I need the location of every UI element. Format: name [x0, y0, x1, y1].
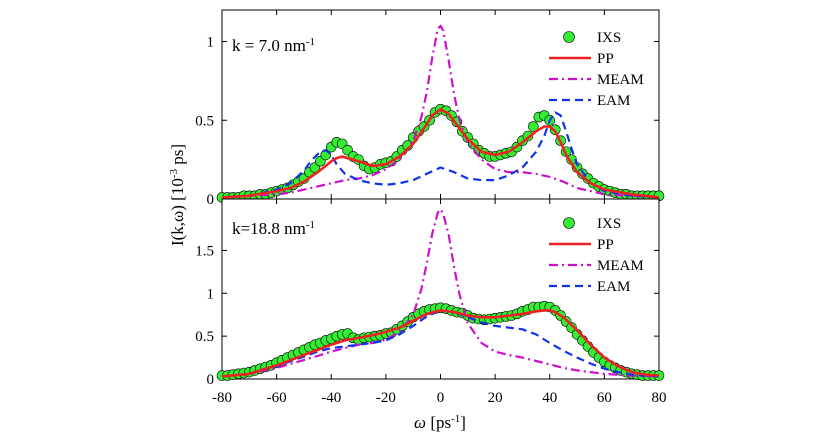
legend-label-eam-bottom: EAM — [597, 279, 630, 295]
panel-label-bottom: k=18.8 nm-1 — [232, 219, 315, 238]
x-tick-label: -20 — [376, 390, 396, 406]
y-tick-label-bottom: 1.5 — [195, 243, 214, 259]
series-eam-top — [221, 111, 660, 199]
legend-label-meam-bottom: MEAM — [597, 258, 644, 274]
x-tick-label: 0 — [437, 390, 445, 406]
legend-label-ixs-bottom: IXS — [597, 216, 621, 232]
x-tick-label: -40 — [321, 390, 341, 406]
y-tick-label-bottom: 1 — [207, 286, 215, 302]
x-tick-label: 80 — [652, 390, 667, 406]
y-axis-label: I(k,ω) [10-3 ps] — [168, 144, 187, 246]
curves-top — [216, 24, 665, 203]
curves-bottom — [216, 208, 665, 381]
legend-bottom: IXS PP MEAM EAM — [549, 216, 644, 295]
y-tick-label-top: 0.5 — [195, 113, 214, 129]
legend-label-pp-top: PP — [597, 51, 614, 67]
legend-label-meam-top: MEAM — [597, 72, 644, 88]
series-meam-bottom — [221, 208, 660, 378]
y-tick-label-bottom: 0.5 — [195, 329, 214, 345]
x-tick-label: -80 — [212, 390, 232, 406]
x-tick-label: 60 — [597, 390, 612, 406]
panel-bottom: 0 0.5 1 1.5 k=18.8 nm-1 IXS PP MEAM EAM — [195, 198, 665, 388]
ixs-point-top — [528, 121, 539, 132]
y-tick-label-bottom: 0 — [207, 372, 215, 388]
legend-marker-ixs-bottom — [563, 217, 575, 229]
panel-label-top: k = 7.0 nm-1 — [232, 36, 315, 55]
legend-marker-ixs-top — [563, 31, 575, 43]
legend-top: IXS PP MEAM EAM — [549, 30, 644, 109]
x-tick-label: -60 — [267, 390, 287, 406]
y-tick-label-top: 1 — [207, 35, 215, 51]
x-axis-label: ω [ps-1] — [414, 413, 466, 432]
legend-label-ixs-top: IXS — [597, 30, 621, 46]
x-tick-label: 40 — [542, 390, 557, 406]
legend-label-pp-bottom: PP — [597, 237, 614, 253]
x-tick-labels: -80 -60 -40 -20 0 20 40 60 80 — [212, 390, 667, 406]
x-tick-label: 20 — [488, 390, 503, 406]
series-meam-top — [221, 24, 660, 199]
series-pp-top — [221, 107, 660, 199]
y-tick-label-top: 0 — [207, 192, 215, 208]
series-pp-bottom — [221, 309, 660, 378]
panel-top: 0 0.5 1 k = 7.0 nm-1 IXS PP MEAM EAM — [195, 9, 665, 208]
legend-label-eam-top: EAM — [597, 93, 630, 109]
